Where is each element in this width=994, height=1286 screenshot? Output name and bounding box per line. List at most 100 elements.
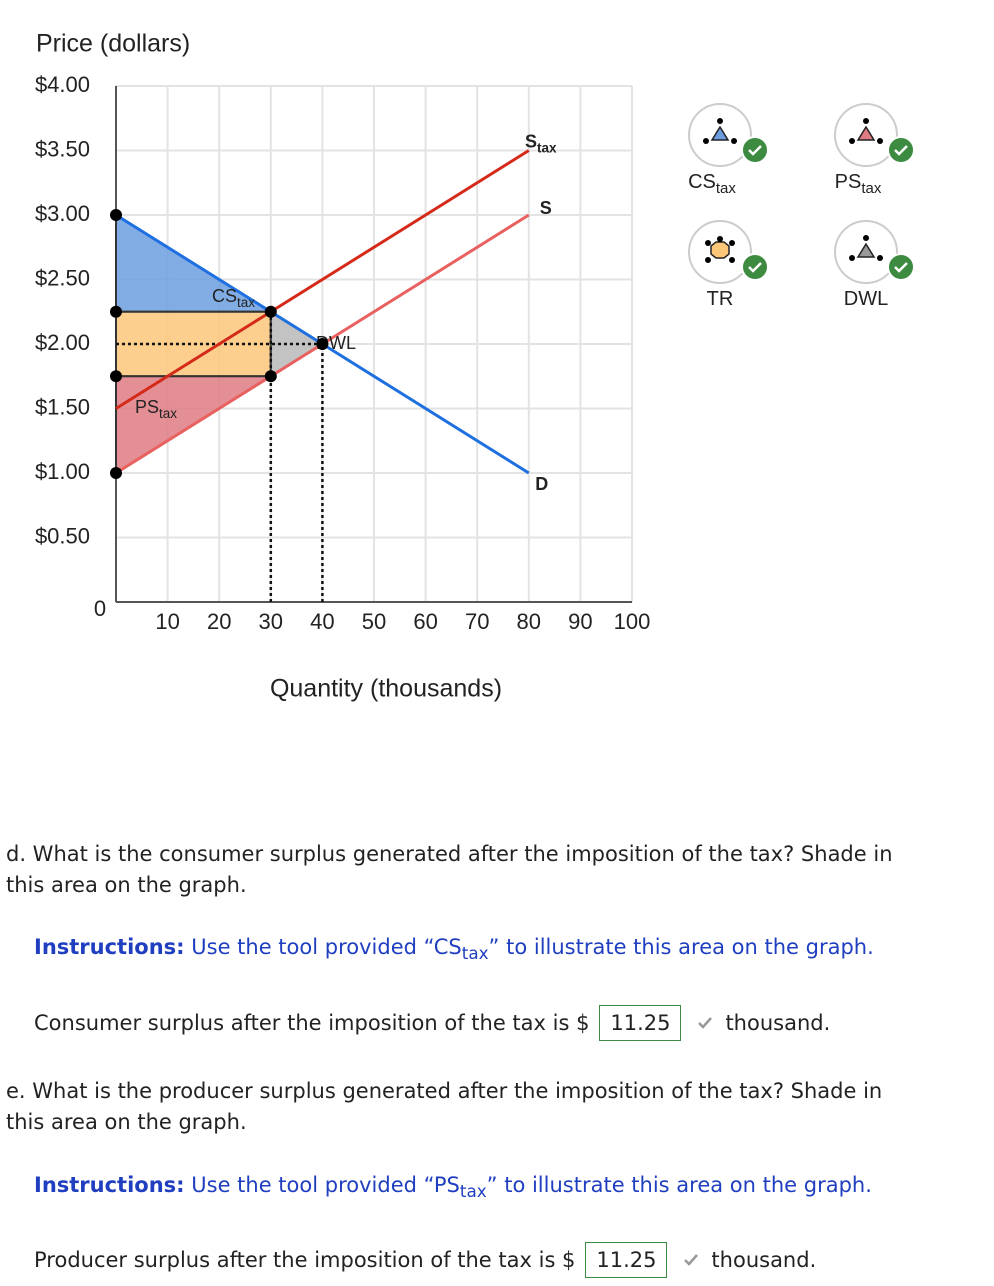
point — [110, 370, 122, 383]
x-tick-label: 10 — [155, 609, 179, 634]
tool-check-mark — [894, 145, 908, 156]
point — [316, 338, 329, 350]
tool-check — [887, 136, 915, 164]
curve — [115, 149, 530, 410]
answer-row: Producer surplus after the imposition of… — [34, 1242, 816, 1278]
answer-row: Consumer surplus after the imposition of… — [34, 1005, 830, 1041]
point — [264, 305, 277, 318]
tool-button[interactable] — [834, 103, 915, 167]
label-main: S — [540, 198, 552, 218]
label: PStax — [835, 171, 882, 197]
instructions-text: Use the tool provided “ — [191, 1173, 434, 1197]
x-axis-label: Quantity (thousands) — [270, 675, 502, 703]
instructions-lead: Instructions: — [34, 1173, 185, 1197]
instructions: Instructions: Use the tool provided “CSt… — [34, 932, 874, 964]
x-tick-label: 90 — [568, 609, 592, 634]
instructions-sub: tax — [461, 943, 489, 964]
point — [110, 209, 122, 221]
x-tick-label: 80 — [517, 609, 541, 634]
instructions: Instructions: Use the tool provided “PSt… — [34, 1170, 872, 1202]
tool-icon — [710, 125, 730, 141]
instructions-sub: tax — [459, 1181, 487, 1202]
point — [110, 305, 122, 318]
question-text: this area on the graph. — [6, 873, 247, 897]
tool-check-mark — [894, 262, 908, 273]
y-tick-label: $1.50 — [35, 394, 90, 419]
answer-input[interactable]: 11.25 — [585, 1242, 668, 1278]
instructions-text: ” to illustrate this area on the graph. — [486, 1173, 872, 1197]
tool-check-mark — [748, 145, 762, 156]
y-tick-label: $3.00 — [35, 201, 90, 226]
tool-dot — [863, 235, 869, 241]
y-tick-label: $2.00 — [35, 330, 90, 355]
label: D — [535, 474, 548, 494]
answer-text: Producer surplus after the imposition of… — [34, 1248, 576, 1272]
x-tick-label: 40 — [310, 609, 334, 634]
tool-check-mark — [748, 262, 762, 273]
x-tick-label: 50 — [362, 609, 386, 634]
x-tick-label: 60 — [413, 609, 437, 634]
tool-dot — [705, 240, 711, 246]
label: CStax — [212, 286, 255, 310]
tool-dot — [729, 257, 735, 263]
question-text: d. What is the consumer surplus generate… — [6, 842, 893, 866]
point — [110, 467, 122, 479]
tool-icon — [856, 125, 876, 141]
label: TR — [707, 288, 734, 310]
check-mark — [684, 1254, 699, 1266]
answer-input[interactable]: 11.25 — [599, 1005, 682, 1041]
label-sub: tax — [537, 140, 557, 155]
question-text: e. What is the producer surplus generate… — [6, 1079, 883, 1103]
instructions-text: Use the tool provided “ — [191, 935, 434, 959]
answer-unit: thousand. — [711, 1248, 817, 1272]
tool-button[interactable] — [834, 220, 915, 284]
instructions-lead: Instructions: — [34, 935, 185, 959]
tool-button[interactable] — [688, 220, 769, 284]
y-tick-label: 0 — [94, 596, 106, 621]
label-sub: tax — [861, 180, 882, 197]
check-mark — [698, 1017, 713, 1029]
tool-icon — [710, 241, 730, 259]
label-main: PS — [135, 397, 159, 417]
tool-button[interactable] — [688, 103, 769, 167]
label: DWL — [844, 288, 888, 310]
y-tick-label: $4.00 — [35, 72, 90, 97]
label-sub: tax — [716, 180, 737, 197]
label-main: TR — [707, 288, 734, 310]
tool-check — [887, 253, 915, 281]
tool-icon — [856, 242, 876, 258]
label: S — [540, 198, 552, 218]
tool-dot — [877, 138, 883, 144]
answer-text: Consumer surplus after the imposition of… — [34, 1011, 590, 1035]
tool-dot — [731, 138, 737, 144]
y-tick-label: $2.50 — [35, 265, 90, 290]
label: PStax — [135, 397, 177, 421]
question-text: this area on the graph. — [6, 1110, 247, 1134]
chart: Price (dollars) Quantity (thousands) 0 $0… — [35, 30, 915, 703]
tool-dot — [729, 240, 735, 246]
answer-unit: thousand. — [725, 1011, 831, 1035]
tool-check — [741, 253, 769, 281]
label-main: DWL — [844, 288, 888, 310]
x-tick-label: 70 — [465, 609, 489, 634]
label-main: PS — [835, 171, 862, 193]
instructions-text: PS — [433, 1173, 460, 1197]
label-sub: tax — [159, 406, 177, 421]
tool-dot — [705, 257, 711, 263]
x-tick-label: 20 — [207, 609, 231, 634]
tool-dot — [717, 118, 723, 124]
label-main: D — [535, 474, 548, 494]
label: CStax — [688, 171, 736, 197]
label-sub: tax — [237, 295, 255, 310]
tool-dot — [849, 138, 855, 144]
x-tick-label: 100 — [614, 609, 651, 634]
label-main: S — [525, 131, 537, 151]
tool-dot — [863, 118, 869, 124]
label-main: CS — [688, 171, 716, 193]
tool-dot — [849, 255, 855, 261]
y-tick-label: $0.50 — [35, 523, 90, 548]
y-axis-label: Price (dollars) — [36, 30, 190, 58]
y-tick-label: $3.50 — [35, 136, 90, 161]
